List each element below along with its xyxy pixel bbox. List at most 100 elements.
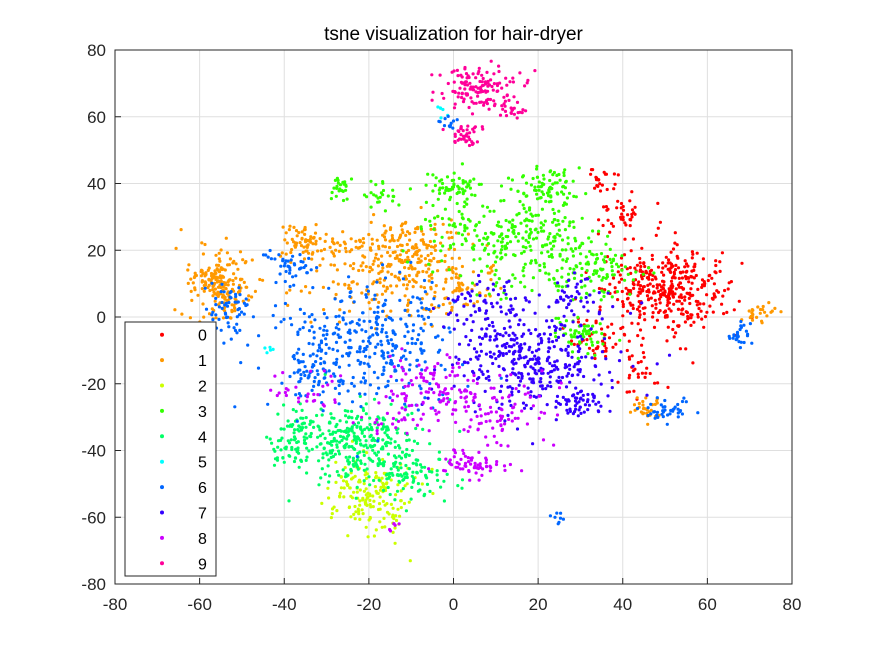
data-point — [415, 274, 419, 278]
data-point — [455, 68, 459, 72]
data-point — [633, 367, 637, 371]
data-point — [641, 336, 645, 340]
data-point — [683, 274, 688, 279]
data-point — [529, 377, 533, 381]
data-point — [557, 401, 561, 405]
data-point — [562, 298, 566, 302]
data-point — [362, 489, 366, 493]
data-point — [473, 461, 477, 465]
data-point — [347, 433, 351, 437]
data-point — [653, 298, 657, 302]
data-point — [455, 461, 459, 465]
data-point — [347, 275, 351, 279]
data-point — [677, 324, 681, 328]
data-point — [482, 214, 486, 218]
data-point — [435, 473, 439, 477]
data-point — [407, 313, 411, 317]
data-point — [648, 282, 652, 286]
data-point — [416, 441, 420, 446]
data-point — [500, 104, 504, 108]
data-point — [365, 426, 369, 430]
data-point — [502, 464, 507, 468]
data-point — [385, 264, 389, 268]
data-point — [522, 191, 526, 195]
data-point — [502, 368, 506, 372]
data-point — [191, 281, 195, 285]
data-point — [553, 364, 557, 368]
data-point — [395, 465, 399, 469]
data-point — [427, 429, 431, 433]
data-point — [237, 283, 242, 287]
data-point — [218, 259, 222, 263]
data-point — [583, 403, 588, 407]
data-point — [504, 312, 508, 316]
data-point — [327, 458, 331, 462]
data-point — [616, 265, 621, 269]
data-point — [628, 266, 632, 270]
data-point — [203, 242, 207, 247]
data-point — [469, 357, 473, 361]
data-point — [401, 487, 405, 491]
data-point — [622, 332, 626, 336]
data-point — [484, 465, 489, 469]
data-point — [275, 458, 280, 462]
data-point — [382, 516, 386, 521]
data-point — [580, 273, 584, 277]
data-point — [339, 374, 343, 378]
data-point — [427, 262, 431, 266]
data-point — [400, 392, 404, 396]
data-point — [357, 318, 361, 322]
data-point — [444, 392, 448, 396]
data-point — [619, 215, 623, 219]
data-point — [574, 285, 578, 289]
data-point — [304, 249, 308, 253]
data-point — [238, 293, 242, 297]
data-point — [359, 360, 363, 364]
data-point — [298, 253, 302, 257]
data-point — [531, 176, 535, 181]
data-point — [577, 349, 581, 354]
data-point — [290, 447, 294, 452]
data-point — [493, 273, 497, 277]
data-point — [411, 470, 415, 474]
data-point — [291, 355, 295, 359]
data-point — [645, 294, 650, 298]
data-point — [490, 265, 494, 269]
data-point — [341, 479, 346, 483]
data-point — [510, 284, 514, 288]
data-point — [419, 225, 423, 229]
data-point — [615, 206, 619, 210]
data-point — [406, 303, 410, 307]
data-point — [490, 320, 494, 325]
data-point — [238, 289, 242, 293]
data-point — [511, 218, 515, 222]
data-point — [482, 236, 486, 240]
data-point — [388, 354, 392, 358]
data-point — [334, 340, 339, 344]
data-point — [369, 248, 373, 252]
data-point — [224, 301, 228, 305]
data-point — [602, 205, 606, 209]
data-point — [437, 304, 441, 308]
data-point — [443, 368, 447, 372]
data-point — [687, 276, 691, 280]
data-point — [363, 473, 367, 477]
data-point — [601, 258, 606, 262]
data-point — [338, 419, 342, 423]
data-point — [488, 350, 492, 354]
data-point — [312, 330, 316, 334]
data-point — [655, 396, 659, 400]
data-point — [375, 429, 379, 433]
data-point — [474, 223, 478, 227]
data-point — [352, 512, 356, 517]
data-point — [579, 299, 583, 303]
data-point — [371, 494, 375, 498]
data-point — [383, 276, 388, 280]
data-point — [390, 272, 394, 276]
data-point — [586, 398, 590, 402]
data-point — [705, 310, 709, 314]
data-point — [486, 316, 490, 321]
data-point — [631, 306, 635, 311]
data-point — [384, 395, 388, 399]
data-point — [332, 254, 336, 258]
